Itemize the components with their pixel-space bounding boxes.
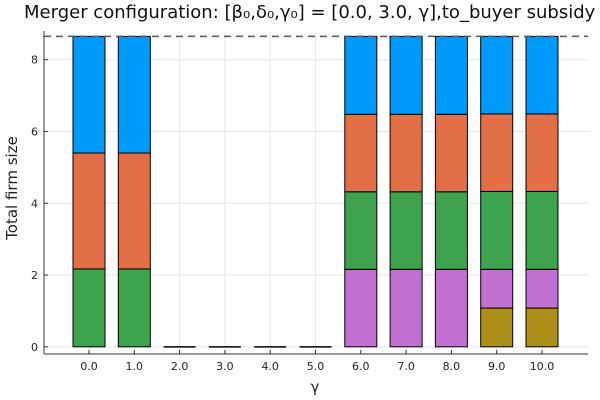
- y-tick-label: 6: [31, 125, 38, 138]
- bars: [72, 35, 559, 348]
- bar-segment: [434, 268, 468, 348]
- bar-segment: [344, 268, 378, 348]
- bar-segment: [117, 35, 151, 154]
- bar-segment: [117, 268, 151, 348]
- bar-segment: [344, 35, 378, 115]
- x-axis-title: γ: [311, 378, 320, 396]
- bar-segment: [480, 35, 514, 115]
- bar-segment: [525, 113, 559, 192]
- bar-segment: [117, 152, 151, 270]
- x-tick-label: 0.0: [80, 360, 98, 373]
- bar-segment: [480, 268, 514, 309]
- x-tick-label: 5.0: [307, 360, 325, 373]
- bar-segment: [525, 268, 559, 309]
- bar-segment: [344, 191, 378, 270]
- bar-segment: [434, 191, 468, 270]
- y-tick-labels: 0 2 4 6 8: [31, 54, 38, 354]
- bar-segment: [434, 35, 468, 115]
- x-tick-label: 7.0: [397, 360, 415, 373]
- x-tick-label: 2.0: [171, 360, 189, 373]
- bar-segment: [389, 268, 423, 348]
- x-tick-label: 6.0: [352, 360, 370, 373]
- bar-segment: [525, 307, 559, 348]
- bar-segment: [525, 190, 559, 270]
- bar-segment: [480, 113, 514, 192]
- x-tick-label: 8.0: [443, 360, 461, 373]
- chart-title: Merger configuration: [β₀,δ₀,γ₀] = [0.0,…: [24, 2, 596, 23]
- x-tick-label: 3.0: [216, 360, 234, 373]
- bar-segment: [72, 35, 106, 154]
- bar-segment: [344, 113, 378, 193]
- y-tick-label: 0: [31, 341, 38, 354]
- bar-segment: [434, 113, 468, 193]
- y-axis-title: Total firm size: [3, 136, 21, 241]
- bar-segment: [480, 307, 514, 348]
- y-tick-label: 2: [31, 269, 38, 282]
- bar-segment: [480, 190, 514, 270]
- x-tick-label: 1.0: [126, 360, 144, 373]
- bar-segment: [389, 191, 423, 270]
- bar-segment: [525, 35, 559, 115]
- bar-segment: [72, 152, 106, 270]
- bar-segment: [389, 35, 423, 115]
- x-tick-label: 10.0: [530, 360, 555, 373]
- x-tick-label: 9.0: [488, 360, 506, 373]
- y-tick-label: 4: [31, 197, 38, 210]
- x-tick-label: 4.0: [261, 360, 279, 373]
- axes: [43, 31, 588, 355]
- y-tick-label: 8: [31, 54, 38, 67]
- x-tick-labels: 0.0 1.0 2.0 3.0 4.0 5.0 6.0 7.0 8.0 9.0 10.0: [80, 360, 554, 373]
- bar-segment: [72, 268, 106, 348]
- bar-segment: [389, 113, 423, 193]
